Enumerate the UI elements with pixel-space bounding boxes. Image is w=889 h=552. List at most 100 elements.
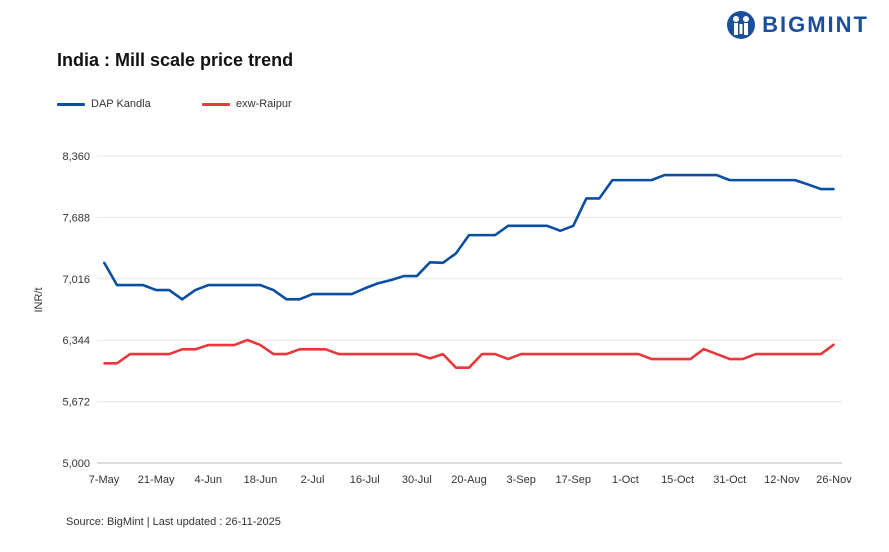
data-point [285, 298, 288, 301]
data-point [754, 179, 757, 182]
data-point [663, 358, 666, 360]
data-point [428, 261, 431, 264]
data-point [807, 183, 809, 186]
x-tick-label: 30-Jul [402, 474, 432, 486]
data-point [129, 353, 131, 355]
data-point [520, 224, 523, 227]
x-tick-label: 21-May [138, 474, 175, 486]
data-point [585, 197, 588, 200]
data-point [442, 353, 444, 355]
data-point [428, 357, 431, 360]
data-point [559, 229, 562, 232]
data-point [598, 353, 601, 355]
data-point [311, 293, 314, 295]
x-tick-label: 18-Jun [244, 474, 278, 486]
x-tick-label: 3-Sep [506, 474, 535, 486]
data-point [650, 358, 653, 360]
data-point [468, 366, 470, 369]
data-point [833, 343, 835, 346]
data-point [481, 353, 483, 355]
data-point [494, 353, 496, 355]
data-point [103, 362, 105, 365]
data-point [754, 353, 757, 355]
data-point [363, 287, 366, 290]
logo-text: BIGMINT [762, 12, 869, 37]
y-tick-label: 8,360 [62, 151, 90, 163]
data-point [689, 358, 692, 360]
data-point [376, 353, 379, 355]
data-point [142, 284, 145, 287]
data-point [337, 293, 340, 295]
data-point [194, 348, 197, 351]
data-point [155, 289, 158, 291]
data-point [246, 339, 249, 341]
data-point [442, 261, 444, 264]
data-point [663, 174, 666, 176]
data-point [533, 224, 536, 227]
data-point [728, 179, 731, 182]
data-point [494, 234, 496, 237]
legend-label: exw-Raipur [236, 98, 292, 110]
data-point [767, 353, 770, 355]
data-point [285, 353, 288, 355]
y-tick-label: 7,688 [62, 212, 90, 224]
data-point [481, 234, 483, 237]
data-point [807, 353, 809, 355]
legend-swatch [57, 102, 85, 106]
data-point [181, 298, 184, 301]
data-point [702, 174, 705, 176]
data-point [376, 282, 379, 285]
data-point [833, 188, 835, 190]
data-point [402, 275, 405, 277]
data-point [637, 353, 640, 355]
x-tick-label: 12-Nov [764, 474, 800, 486]
data-point [207, 344, 210, 346]
series-line-exw-raipur [104, 338, 835, 370]
data-point [363, 353, 366, 355]
source-note: Source: BigMint | Last updated : 26-11-2… [66, 516, 281, 528]
data-point [233, 344, 236, 346]
data-point [259, 344, 262, 346]
x-tick-label: 17-Sep [556, 474, 591, 486]
data-point [741, 179, 744, 182]
legend-item-dap-kandla: DAP Kandla [57, 98, 151, 110]
data-point [624, 353, 627, 355]
data-point [533, 353, 536, 355]
y-axis-label: INR/t [33, 287, 45, 312]
data-point [298, 298, 301, 301]
data-point [389, 279, 392, 281]
data-point [598, 197, 601, 200]
data-point [246, 284, 249, 287]
data-point [272, 289, 275, 291]
legend-label: DAP Kandla [91, 98, 151, 110]
data-point [780, 179, 783, 182]
data-point [324, 348, 327, 351]
data-point [702, 348, 705, 350]
data-point [337, 353, 340, 355]
data-point [793, 179, 796, 182]
data-point [298, 348, 301, 351]
y-tick-label: 5,000 [62, 458, 90, 470]
data-point [220, 344, 223, 346]
legend-item-exw-raipur: exw-Raipur [202, 98, 292, 110]
data-point [350, 353, 353, 355]
data-point [455, 366, 457, 369]
data-point [780, 353, 783, 355]
data-point [272, 353, 275, 355]
data-point [142, 353, 145, 355]
data-point [324, 293, 327, 295]
data-point [650, 179, 653, 182]
data-point [415, 353, 418, 355]
data-point [233, 284, 236, 287]
legend-swatch [202, 102, 230, 106]
data-point [181, 348, 184, 351]
data-point [155, 353, 158, 355]
data-point [194, 289, 197, 291]
logo-icon [727, 11, 756, 39]
data-point [572, 224, 575, 227]
data-point [259, 284, 262, 287]
data-point [402, 353, 405, 355]
data-point [507, 224, 510, 227]
series-line-dap-kandla [102, 173, 834, 301]
data-point [611, 179, 614, 182]
